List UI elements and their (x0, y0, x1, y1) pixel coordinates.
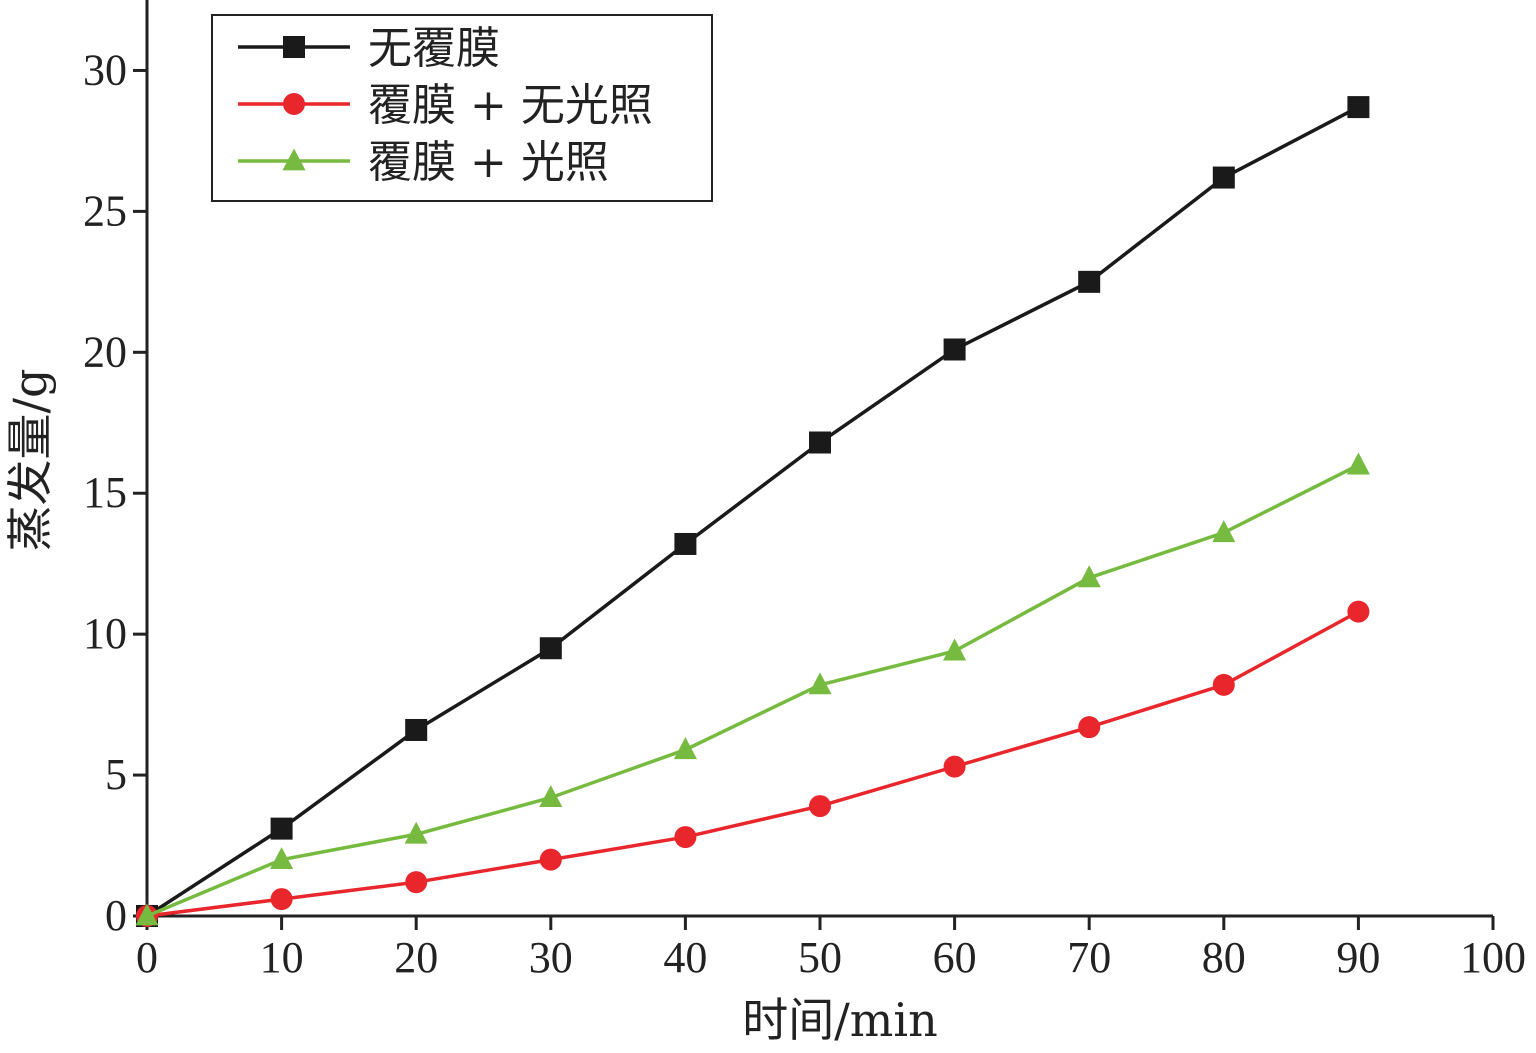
x-tick-label: 90 (1336, 933, 1380, 982)
data-point (1346, 452, 1370, 475)
y-tick-label: 20 (83, 327, 127, 376)
data-point (539, 848, 562, 871)
series-line (146, 105, 1360, 918)
data-point (1347, 600, 1370, 623)
data-point (1212, 673, 1235, 696)
series-1 (136, 96, 1370, 927)
x-tick-label: 70 (1067, 933, 1111, 982)
data-point (943, 638, 967, 661)
data-point (1347, 96, 1370, 119)
data-point (270, 817, 293, 840)
data-point (539, 785, 563, 808)
legend-label: 覆膜 + 无光照 (368, 80, 653, 131)
y-tick-label: 0 (105, 891, 127, 940)
data-point (1077, 565, 1101, 588)
data-point (1078, 270, 1101, 293)
data-point (539, 637, 562, 660)
data-point (809, 795, 831, 818)
data-point (809, 431, 831, 454)
data-point (404, 821, 428, 844)
series-2 (136, 600, 1370, 927)
series-line (146, 610, 1360, 918)
y-tick-label: 25 (83, 186, 127, 235)
x-tick-label: 30 (529, 933, 573, 982)
data-point (1212, 520, 1236, 543)
data-point (1212, 166, 1235, 189)
series-3 (135, 452, 1370, 926)
legend-label: 覆膜 + 光照 (368, 137, 609, 188)
data-point (1078, 716, 1101, 739)
x-tick-label: 0 (136, 933, 158, 982)
legend-marker (283, 93, 305, 115)
x-tick-label: 20 (394, 933, 438, 982)
data-point (673, 737, 697, 760)
y-axis-title: 蒸发量/g (3, 369, 57, 552)
x-tick-label: 40 (663, 933, 707, 982)
x-tick-label: 100 (1460, 933, 1526, 982)
legend-marker (283, 36, 305, 58)
data-point (405, 871, 428, 894)
y-tick-label: 15 (83, 468, 127, 517)
data-point (674, 532, 697, 555)
x-tick-label: 80 (1202, 933, 1246, 982)
data-point (135, 903, 159, 926)
series-layer (135, 96, 1370, 927)
x-tick-label: 60 (933, 933, 977, 982)
x-tick-label: 50 (798, 933, 842, 982)
data-point (674, 826, 697, 849)
data-point (270, 847, 294, 870)
legend-marker (282, 148, 306, 171)
data-point (943, 755, 966, 778)
y-tick-label: 5 (105, 750, 127, 799)
legend-label: 无覆膜 (368, 23, 500, 74)
axes: 0 10 20 30 40 50 60 70 80 90 100 0 5 10 15 20 25 30 (83, 0, 1526, 982)
data-point (808, 672, 832, 695)
data-point (405, 718, 428, 741)
y-tick-label: 10 (83, 609, 127, 658)
y-tick-label: 30 (83, 45, 127, 94)
x-axis-title: 时间/min (742, 993, 937, 1047)
data-point (270, 888, 293, 911)
series-line (146, 463, 1360, 918)
data-point (943, 338, 966, 361)
x-tick-label: 10 (260, 933, 304, 982)
